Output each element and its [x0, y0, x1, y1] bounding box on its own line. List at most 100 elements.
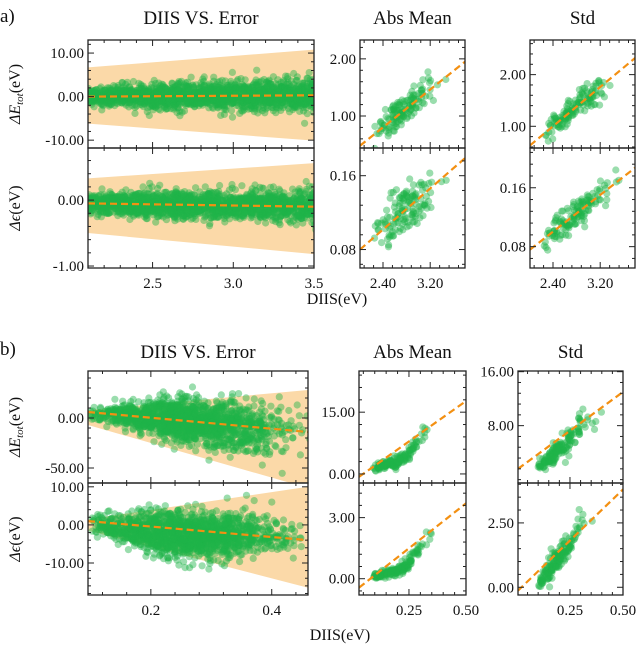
scatter-point [169, 189, 177, 197]
scatter-point [101, 194, 109, 202]
scatter-point [132, 190, 140, 198]
error-band [88, 163, 314, 255]
scatter-point [132, 191, 140, 199]
scatter-point [305, 199, 313, 207]
scatter-point [219, 83, 227, 91]
scatter-point [397, 121, 405, 129]
scatter-point [220, 98, 228, 106]
scatter-point [275, 97, 283, 105]
scatter-point [213, 88, 221, 96]
scatter-point [149, 99, 157, 107]
scatter-point [245, 193, 253, 201]
scatter-point [224, 83, 232, 91]
scatter-point [210, 198, 218, 206]
scatter-point [177, 207, 185, 215]
scatter-point [195, 102, 203, 110]
scatter-point [155, 98, 163, 106]
scatter-point [88, 87, 96, 95]
scatter-point [211, 88, 219, 96]
scatter-point [142, 87, 150, 95]
scatter-point [91, 97, 99, 105]
scatter-point [88, 97, 95, 105]
scatter-point [173, 213, 181, 221]
scatter-point [208, 205, 216, 214]
scatter-point [424, 68, 432, 76]
scatter-point [279, 103, 287, 112]
scatter-point [102, 204, 110, 212]
scatter-point [307, 83, 314, 91]
x-tick-label: 3.20 [587, 276, 613, 292]
scatter-point [228, 196, 236, 204]
scatter-point [301, 98, 309, 106]
scatter-point [217, 391, 225, 399]
scatter-point [272, 109, 280, 117]
scatter-point [270, 195, 278, 203]
y-tick-label: -1.00 [53, 259, 84, 275]
scatter-point [269, 194, 277, 202]
scatter-point [116, 205, 124, 213]
scatter-point [177, 88, 186, 96]
scatter-point [210, 85, 218, 93]
scatter-point [297, 210, 305, 218]
scatter-point [384, 115, 392, 123]
scatter-point [162, 100, 171, 108]
scatter-point [145, 196, 153, 204]
scatter-point [301, 100, 309, 108]
scatter-point [104, 205, 112, 213]
scatter-point [127, 200, 135, 208]
scatter-point [188, 88, 196, 96]
scatter-point [240, 84, 248, 92]
scatter-point [168, 200, 176, 208]
scatter-point [212, 213, 220, 221]
scatter-point [100, 196, 108, 204]
scatter-point [257, 194, 265, 202]
scatter-point [301, 86, 309, 95]
scatter-point [200, 204, 208, 212]
scatter-point [262, 105, 270, 113]
scatter-point [261, 208, 269, 216]
scatter-point [153, 189, 162, 197]
scatter-point [230, 208, 238, 216]
scatter-point [106, 86, 114, 95]
scatter-point [106, 92, 114, 100]
scatter-point [442, 75, 450, 84]
scatter-point [394, 118, 402, 126]
scatter-point [279, 193, 287, 201]
scatter-point [230, 99, 238, 107]
scatter-point [141, 210, 149, 218]
scatter-point [89, 89, 97, 97]
scatter-point [141, 207, 149, 216]
fit-line [88, 202, 314, 208]
scatter-point [158, 96, 166, 104]
scatter-point [578, 197, 586, 205]
scatter-point [119, 86, 127, 94]
scatter-point [172, 92, 180, 100]
scatter-point [142, 195, 150, 203]
scatter-point [269, 98, 277, 106]
scatter-point [293, 76, 301, 84]
scatter-point [193, 208, 201, 216]
scatter-point [197, 195, 205, 203]
scatter-point [160, 205, 168, 213]
scatter-point [265, 198, 273, 206]
scatter-point [112, 99, 120, 107]
scatter-point [124, 87, 132, 96]
scatter-point [296, 187, 304, 196]
scatter-point [180, 81, 189, 89]
scatter-point [297, 95, 305, 103]
scatter-point [241, 209, 249, 217]
scatter-point [293, 211, 301, 219]
scatter-point [207, 214, 215, 222]
scatter-point [181, 194, 189, 202]
scatter-point [168, 101, 176, 109]
scatter-point [152, 194, 160, 202]
scatter-point [230, 95, 238, 103]
scatter-point [88, 96, 93, 104]
scatter-point [152, 79, 160, 88]
scatter-point [209, 197, 217, 205]
y-tick-label: 0.00 [58, 193, 84, 209]
scatter-point [279, 197, 288, 205]
scatter-point [264, 95, 273, 103]
scatter-point [126, 98, 135, 106]
scatter-point [220, 207, 229, 215]
